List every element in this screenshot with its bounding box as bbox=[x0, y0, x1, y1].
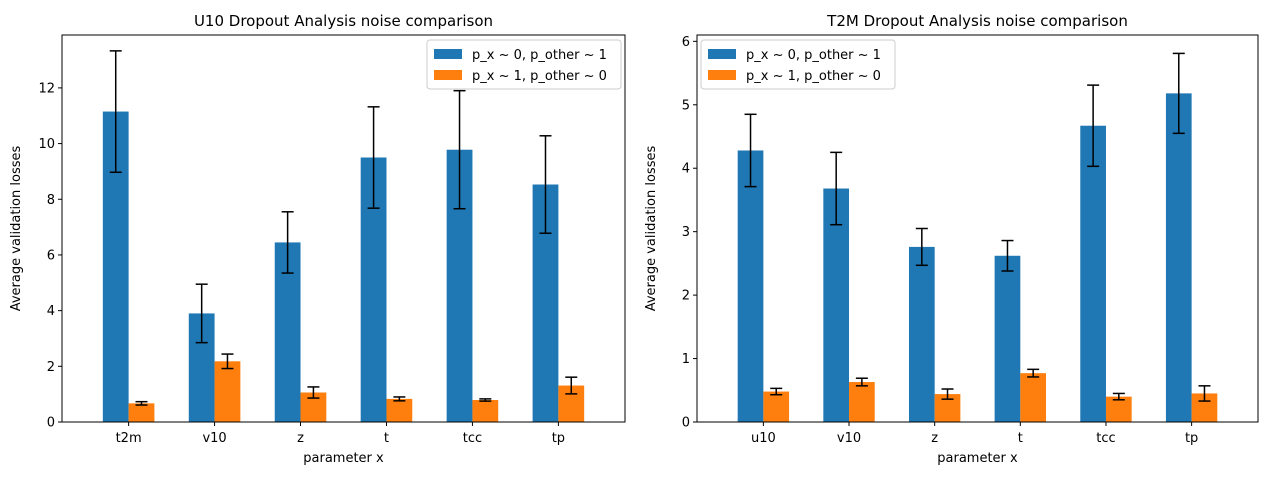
y-axis-label: Average validation losses bbox=[644, 146, 659, 312]
bar-t-series-1 bbox=[994, 255, 1021, 422]
error-bar-v10-series-2 bbox=[855, 377, 868, 387]
error-bar-z-series-1 bbox=[281, 211, 294, 274]
y-tick-label: 6 bbox=[682, 35, 690, 50]
x-tick-label-u10: u10 bbox=[751, 431, 776, 446]
x-tick-label-t: t bbox=[1018, 431, 1023, 446]
legend-swatch-series-1 bbox=[434, 49, 462, 59]
chart-title: U10 Dropout Analysis noise comparison bbox=[194, 12, 493, 30]
bar-tcc-series-2 bbox=[1105, 396, 1132, 422]
y-tick-label: 0 bbox=[47, 416, 55, 431]
bar-v10-series-2 bbox=[849, 382, 875, 422]
error-bar-z-series-2 bbox=[941, 388, 954, 400]
bar-tcc-series-1 bbox=[1080, 125, 1106, 422]
error-bar-tp-series-2 bbox=[1198, 385, 1211, 402]
bar-tp-series-1 bbox=[1165, 93, 1192, 423]
x-axis-label: parameter x bbox=[937, 451, 1018, 466]
legend-box bbox=[426, 39, 622, 90]
x-tick-label-z: z bbox=[297, 431, 304, 446]
legend-label-series-2: p_x ~ 1, p_other ~ 0 bbox=[472, 69, 607, 84]
error-bar-t2m-series-2 bbox=[135, 400, 148, 406]
plot-frame bbox=[61, 34, 626, 423]
plot-frame bbox=[696, 34, 1259, 423]
y-tick-label: 6 bbox=[47, 248, 55, 263]
error-bar-v10-series-1 bbox=[195, 283, 208, 344]
bar-u10-series-2 bbox=[763, 391, 790, 422]
legend: p_x ~ 0, p_other ~ 1 p_x ~ 1, p_other ~ 0 bbox=[426, 39, 622, 90]
x-tick-label-v10: v10 bbox=[837, 431, 861, 446]
x-tick-label-tcc: tcc bbox=[1096, 431, 1115, 446]
legend-label-series-1: p_x ~ 0, p_other ~ 1 bbox=[746, 48, 881, 63]
error-bar-tcc-series-2 bbox=[1112, 392, 1125, 401]
error-bar-tcc-series-1 bbox=[453, 89, 466, 210]
error-bar-t-series-2 bbox=[1027, 368, 1040, 378]
y-tick-label: 5 bbox=[682, 98, 690, 113]
y-tick-label: 12 bbox=[38, 81, 55, 96]
legend-swatch-series-2 bbox=[708, 70, 736, 80]
y-tick-label: 2 bbox=[47, 360, 55, 375]
error-bar-u10-series-2 bbox=[770, 387, 783, 396]
legend-label-series-1: p_x ~ 0, p_other ~ 1 bbox=[472, 48, 607, 63]
y-tick-label: 4 bbox=[47, 304, 55, 319]
x-tick-label-tp: tp bbox=[552, 431, 565, 446]
error-bar-t2m-series-1 bbox=[109, 50, 122, 174]
y-tick-label: 3 bbox=[682, 225, 690, 240]
bar-z-series-1 bbox=[908, 246, 935, 422]
error-bar-z-series-2 bbox=[307, 386, 320, 399]
error-bar-t-series-1 bbox=[1001, 239, 1014, 272]
error-bar-tp-series-2 bbox=[565, 376, 578, 395]
bar-v10-series-2 bbox=[214, 361, 241, 422]
legend-label-series-2: p_x ~ 1, p_other ~ 0 bbox=[746, 69, 881, 84]
y-tick-label: 0 bbox=[682, 416, 690, 431]
legend-swatch-series-2 bbox=[434, 70, 462, 80]
legend-box bbox=[700, 39, 896, 90]
x-tick-label-tcc: tcc bbox=[463, 431, 482, 446]
error-bar-tcc-series-2 bbox=[479, 398, 492, 402]
y-tick-label: 1 bbox=[682, 352, 690, 367]
error-bar-u10-series-1 bbox=[744, 113, 757, 188]
y-tick-label: 2 bbox=[682, 289, 690, 304]
y-tick-label: 8 bbox=[47, 193, 55, 208]
error-bar-tp-series-1 bbox=[539, 135, 552, 234]
u10-dropout-chart: 0 2 4 6 8 10 12 t2m v10 z t tcc tp U10 Dropout Analys… bbox=[9, 12, 626, 466]
bar-t-series-2 bbox=[386, 398, 413, 422]
y-tick-label: 10 bbox=[38, 137, 55, 152]
bar-t2m-series-2 bbox=[128, 403, 155, 422]
chart-title: T2M Dropout Analysis noise comparison bbox=[826, 12, 1128, 30]
legend: p_x ~ 0, p_other ~ 1 p_x ~ 1, p_other ~ 0 bbox=[700, 39, 896, 90]
error-bar-t-series-1 bbox=[367, 106, 380, 209]
error-bar-v10-series-1 bbox=[830, 151, 843, 226]
t2m-dropout-chart: 0 1 2 3 4 5 6 u10 v10 z t tcc tp T2M Dropout Analysis… bbox=[644, 12, 1259, 466]
error-bar-tp-series-1 bbox=[1172, 52, 1185, 135]
x-tick-label-z: z bbox=[931, 431, 938, 446]
x-tick-label-v10: v10 bbox=[202, 431, 226, 446]
error-bar-t-series-2 bbox=[393, 396, 406, 402]
x-tick-label-tp: tp bbox=[1185, 431, 1198, 446]
x-tick-label-t: t bbox=[384, 431, 389, 446]
x-tick-label-t2m: t2m bbox=[116, 431, 142, 446]
bar-u10-series-1 bbox=[737, 150, 764, 422]
error-bar-v10-series-2 bbox=[221, 353, 234, 370]
bar-tcc-series-2 bbox=[472, 400, 499, 422]
x-axis-label: parameter x bbox=[303, 451, 384, 466]
error-bar-tcc-series-1 bbox=[1087, 84, 1100, 168]
y-axis-label: Average validation losses bbox=[9, 146, 24, 312]
y-tick-label: 4 bbox=[682, 162, 690, 177]
error-bar-z-series-1 bbox=[915, 227, 928, 267]
bar-t-series-2 bbox=[1020, 373, 1047, 422]
bar-v10-series-1 bbox=[823, 188, 850, 422]
legend-swatch-series-1 bbox=[708, 49, 736, 59]
